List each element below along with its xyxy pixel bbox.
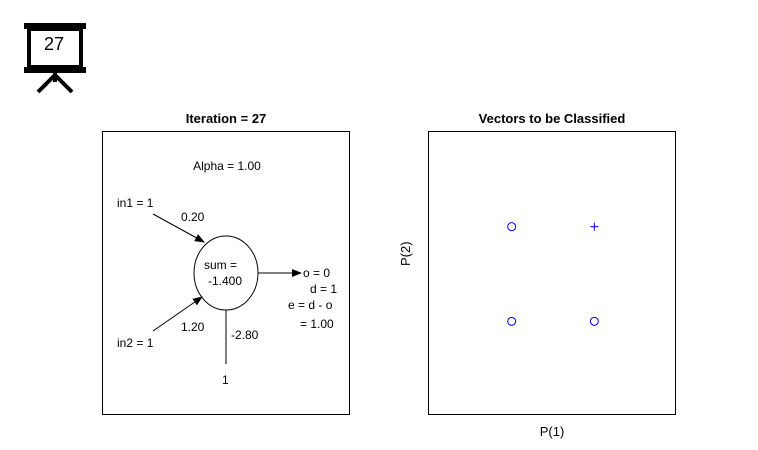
in1-connection xyxy=(152,213,205,243)
data-point-circle xyxy=(507,316,517,326)
plot-canvas xyxy=(507,132,675,326)
y-axis-label: P(2) xyxy=(398,241,413,266)
data-point-plus xyxy=(590,222,599,231)
w1-label: 0.20 xyxy=(181,210,205,224)
presentation-board-icon xyxy=(24,23,86,94)
x-axis-label: P(1) xyxy=(539,424,565,439)
badge-number: 27 xyxy=(43,34,65,54)
network-panel: Alpha = 1.00 in1 = 1 0.20 in2 = 1 1.20 -… xyxy=(102,131,350,415)
network-panel-title: Iteration = 27 xyxy=(185,111,267,126)
scatter-plot xyxy=(428,131,676,415)
sum-label: sum = xyxy=(204,258,238,272)
summation-node xyxy=(193,235,259,311)
alpha-label: Alpha = 1.00 xyxy=(193,159,261,173)
in2-label: in2 = 1 xyxy=(117,336,154,350)
network-diagram xyxy=(152,213,302,364)
in2-connection xyxy=(152,296,203,332)
error-value: = 1.00 xyxy=(300,317,334,331)
output-label: o = 0 xyxy=(303,266,331,280)
in1-label: in1 = 1 xyxy=(117,196,154,210)
bias-input-label: 1 xyxy=(222,373,229,387)
sum-value: -1.400 xyxy=(208,274,243,288)
bias-weight-label: -2.80 xyxy=(231,328,259,342)
data-point-circle xyxy=(589,316,599,326)
data-point-circle xyxy=(507,222,517,232)
w2-label: 1.20 xyxy=(181,320,205,334)
error-label: e = d - o xyxy=(288,298,333,312)
chart-title: Vectors to be Classified xyxy=(478,111,626,126)
desired-label: d = 1 xyxy=(310,282,338,296)
